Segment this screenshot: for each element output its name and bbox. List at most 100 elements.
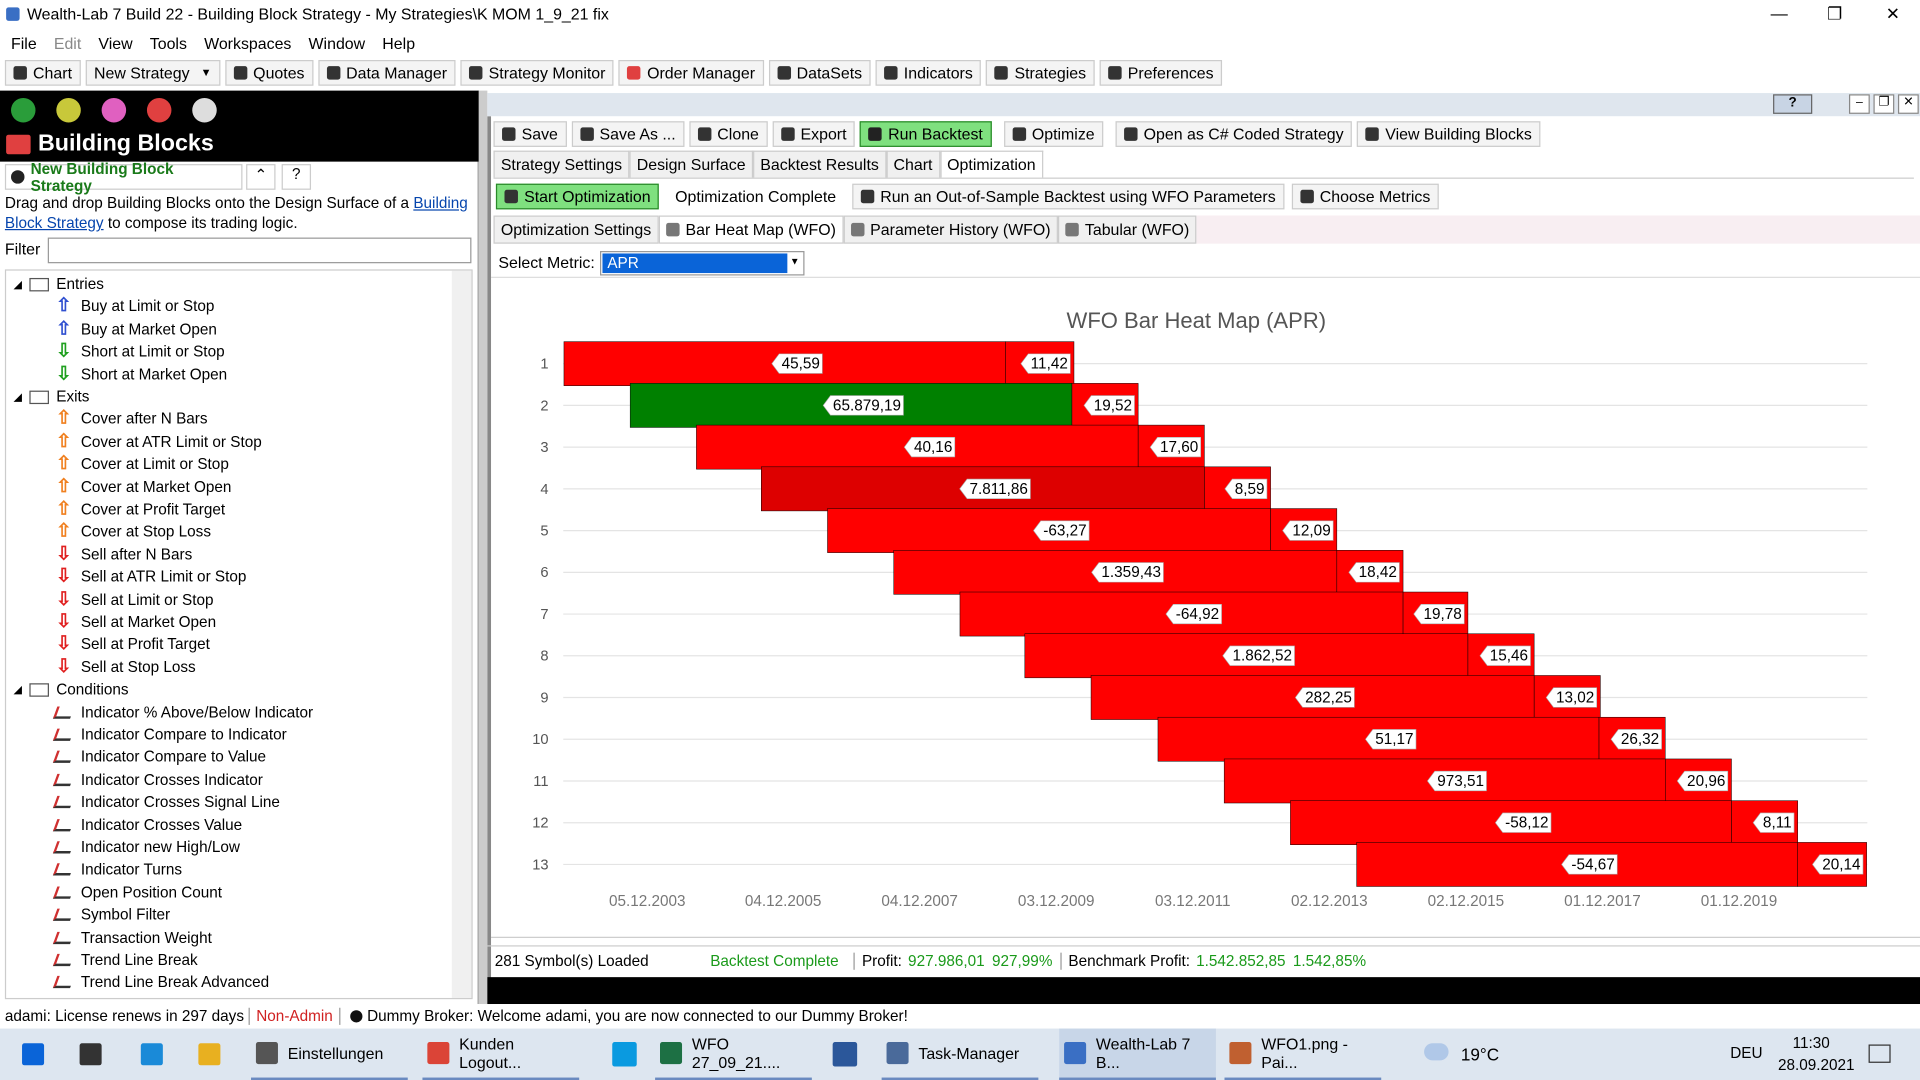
tree-item[interactable]: Indicator Crosses Signal Line — [52, 791, 447, 813]
tree-item[interactable]: ⇧ Cover at Stop Loss — [55, 521, 447, 543]
icon[interactable] — [832, 1042, 858, 1067]
icon[interactable] — [140, 1043, 163, 1066]
tree-item[interactable]: Indicator new High/Low — [52, 836, 447, 858]
window-control[interactable]: ❐ — [1826, 3, 1843, 24]
tab[interactable]: Strategy Settings — [493, 150, 630, 178]
tree-item[interactable]: Indicator % Above/Below Indicator — [52, 701, 447, 723]
tree-item[interactable]: Indicator Compare to Value — [52, 746, 447, 768]
tree-item[interactable]: Transaction Weight — [52, 926, 447, 948]
tree-item[interactable]: Open Position Count — [52, 881, 447, 903]
toolbar-button[interactable]: New Strategy ▼ — [85, 59, 221, 86]
tree-group[interactable]: ◢ Exits — [6, 386, 447, 408]
tree-item[interactable]: ⇧ Buy at Limit or Stop — [55, 296, 447, 318]
toolbar-button[interactable]: Order Manager — [618, 59, 764, 86]
tree-group[interactable]: ◢ Entries — [6, 273, 447, 295]
menu-item[interactable]: File — [11, 34, 37, 53]
tree-item[interactable]: ⇩ Sell at Profit Target — [55, 634, 447, 656]
strategy-button[interactable]: Save — [493, 120, 567, 147]
toolbar-button[interactable]: Strategies — [986, 59, 1095, 86]
tab[interactable]: Optimization Settings — [493, 215, 659, 244]
tree-item[interactable]: Indicator Turns — [52, 859, 447, 881]
strategy-button[interactable]: Export — [772, 120, 856, 147]
tree-item[interactable]: ⇩ Sell at Market Open — [55, 611, 447, 633]
tree-item[interactable]: ⇧ Cover after N Bars — [55, 408, 447, 430]
optimization-button[interactable]: Run an Out-of-Sample Backtest using WFO … — [852, 183, 1285, 210]
tab[interactable]: Optimization — [939, 150, 1043, 178]
strategy-button[interactable]: Save As ... — [571, 120, 685, 147]
tree-item[interactable]: ⇧ Cover at Limit or Stop — [55, 453, 447, 475]
window-control[interactable]: — — [1770, 3, 1788, 24]
taskbar-item[interactable]: WFO1.png - Pai... — [1224, 1029, 1382, 1080]
toolbar-button[interactable]: Quotes — [225, 59, 314, 86]
new-strategy-button[interactable]: New Building Block Strategy — [4, 160, 243, 194]
menu-item[interactable]: Tools — [149, 34, 187, 53]
menu-item[interactable]: Workspaces — [204, 34, 292, 53]
tree-item[interactable]: Indicator Compare to Indicator — [52, 724, 447, 746]
tree-item[interactable]: ⇩ Sell after N Bars — [55, 543, 447, 565]
tree-item[interactable]: ⇧ Buy at Market Open — [55, 318, 447, 340]
tree-item[interactable]: ⇩ Sell at Stop Loss — [55, 656, 447, 678]
taskbar-item[interactable]: Task-Manager — [881, 1029, 1039, 1080]
icon[interactable] — [612, 1042, 637, 1067]
tree-item[interactable]: ⇧ Cover at Market Open — [55, 476, 447, 498]
doc-control[interactable]: ❐ — [1873, 94, 1895, 114]
menu-item[interactable]: Window — [308, 34, 366, 53]
strategy-button[interactable]: Run Backtest — [860, 120, 992, 147]
optimization-button[interactable]: Choose Metrics — [1291, 183, 1439, 210]
taskbar-item[interactable]: Wealth-Lab 7 B... — [1059, 1028, 1216, 1080]
tree-item[interactable]: ⇧ Cover at Profit Target — [55, 498, 447, 520]
tree-item[interactable]: ⇩ Short at Limit or Stop — [55, 341, 447, 363]
menu-item[interactable]: Help — [382, 34, 416, 53]
taskbar-item[interactable]: Einstellungen — [251, 1029, 408, 1080]
taskbar-item[interactable]: WFO 27_09_21.... — [655, 1029, 812, 1080]
taskbar-item[interactable]: Kunden Logout... — [422, 1029, 580, 1080]
tree-item[interactable]: Trend Line Break — [52, 949, 447, 971]
window-control[interactable]: ✕ — [1885, 3, 1901, 24]
menu-item[interactable]: Edit — [53, 34, 82, 53]
icon[interactable] — [79, 1043, 102, 1066]
tree-item[interactable]: ⇧ Cover at ATR Limit or Stop — [55, 431, 447, 453]
y-tick-label: 2 — [540, 398, 548, 414]
tree-item[interactable]: Indicator Crosses Value — [52, 814, 447, 836]
help-button[interactable]: ? — [281, 164, 312, 190]
tab[interactable]: Parameter History (WFO) — [843, 215, 1058, 244]
tree-item[interactable]: ⇩ Sell at ATR Limit or Stop — [55, 566, 447, 588]
filter-input[interactable] — [47, 237, 472, 264]
icon[interactable] — [198, 1043, 221, 1066]
tab[interactable]: Bar Heat Map (WFO) — [658, 215, 844, 244]
toolbar-button[interactable]: Data Manager — [317, 59, 456, 86]
tree-item[interactable]: ⇩ Short at Market Open — [55, 363, 447, 385]
strategy-button[interactable]: Clone — [689, 120, 768, 147]
toolbar-button[interactable]: Strategy Monitor — [460, 59, 615, 86]
tab[interactable]: Tabular (WFO) — [1057, 215, 1197, 244]
icon[interactable] — [22, 1043, 45, 1066]
tab[interactable]: Design Surface — [629, 150, 753, 178]
tree-group[interactable]: ◢ Conditions — [6, 679, 447, 701]
strategy-button[interactable]: Optimize — [1003, 120, 1104, 147]
tree-item[interactable]: Symbol Filter — [52, 904, 447, 926]
tab[interactable]: Chart — [886, 150, 940, 178]
strategy-button[interactable]: View Building Blocks — [1357, 120, 1541, 147]
collapse-button[interactable]: ⌃ — [246, 164, 276, 190]
icon — [11, 97, 36, 123]
strategy-button[interactable]: Open as C# Coded Strategy — [1115, 120, 1353, 147]
doc-control[interactable]: – — [1848, 94, 1870, 114]
tree-item[interactable]: Indicator Crosses Indicator — [52, 769, 447, 791]
doc-control[interactable]: ✕ — [1897, 94, 1919, 114]
label-box — [1294, 687, 1355, 708]
help-button[interactable]: ? — [1773, 94, 1813, 114]
tab[interactable]: Backtest Results — [752, 150, 887, 178]
notification-icon[interactable] — [1868, 1044, 1891, 1063]
optimization-button[interactable]: Start Optimization — [495, 183, 660, 210]
toolbar-button[interactable]: Preferences — [1099, 59, 1223, 86]
hint-link[interactable]: Building Block Strategy — [4, 194, 468, 232]
label-box — [1083, 395, 1135, 416]
metric-select[interactable]: APR ▼ — [600, 251, 805, 276]
toolbar-button[interactable]: DataSets — [768, 59, 871, 86]
toolbar-button[interactable]: Chart — [4, 59, 81, 86]
menu-item[interactable]: View — [98, 34, 133, 53]
tree-item[interactable]: Trend Line Break Advanced — [52, 971, 447, 993]
tabs: Strategy Settings Design Surface Backtest … — [493, 150, 1914, 179]
toolbar-button[interactable]: Indicators — [875, 59, 982, 86]
tree-item[interactable]: ⇩ Sell at Limit or Stop — [55, 588, 447, 610]
